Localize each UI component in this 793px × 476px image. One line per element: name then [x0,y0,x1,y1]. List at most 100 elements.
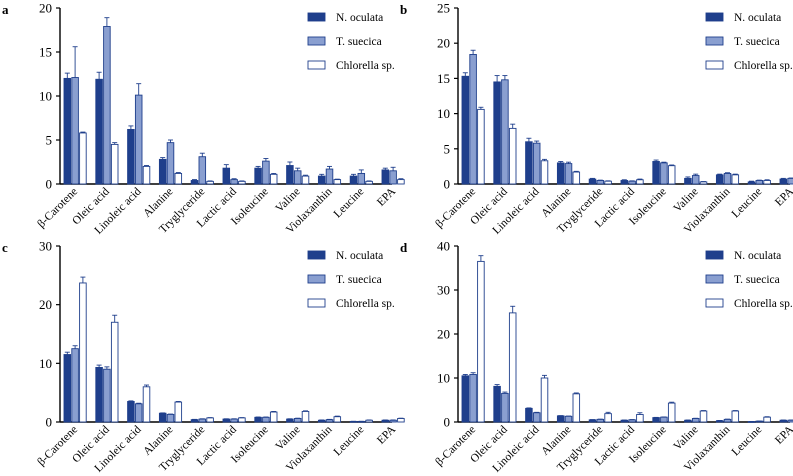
panel-label: c [2,240,8,255]
y-tick-label: 5 [444,141,451,156]
legend-label-chlorella-sp: Chlorella sp. [734,60,793,72]
bar-t-suecica-tryglyceride [198,418,207,423]
bar-chlorella-sp-leucine [365,180,373,185]
y-tick-label: 30 [437,283,450,298]
bar-n-oculata-leucine [349,175,358,185]
bar-t-suecica-epa [389,419,397,423]
bar-t-suecica-isoleucine [660,162,668,185]
bar-t-suecica-lactic-acid [628,180,636,185]
bar-chlorella-sp-lactic-acid [238,417,246,423]
bar-chlorella-sp-valine [699,181,708,185]
y-tick-label: 25 [437,1,450,16]
bar-chlorella-sp-alanine [174,401,183,423]
y-tick-label: 20 [39,297,52,312]
bar-n-oculata-lactic-acid [222,167,231,185]
bar-t-suecica-tryglyceride [596,418,605,423]
bar-t-suecica-epa [389,170,397,185]
bar-n-oculata-oleic-acid [95,366,103,423]
bar-chlorella-sp-carotene [477,108,485,185]
y-tick-label: 0 [444,415,451,430]
x-tick-label: Valine [671,424,700,453]
x-tick-label: EPA [375,423,399,447]
x-tick-label: β-Carotene [35,424,80,469]
legend-label-n-oculata: N. oculata [734,12,781,24]
bar-chlorella-sp-isoleucine [269,173,278,185]
legend-label-n-oculata: N. oculata [336,12,383,24]
bar-n-oculata-oleic-acid [95,78,103,185]
bar-t-suecica-alanine [564,163,573,185]
bar-t-suecica-lactic-acid [628,419,636,423]
bar-n-oculata-lactic-acid [222,418,231,423]
bar-t-suecica-leucine [357,172,366,185]
x-tick-label: EPA [773,423,793,447]
bar-n-oculata-valine [286,165,294,185]
bar-t-suecica-tryglyceride [596,180,605,185]
bar-chlorella-sp-carotene [477,260,485,423]
y-tick-label: 20 [437,327,450,342]
y-tick-label: 20 [437,36,450,51]
legend-swatch-t-suecica [307,274,326,284]
bar-n-oculata-alanine [158,412,167,423]
x-tick-label: Leucine [730,424,765,459]
bar-n-oculata-epa [779,419,788,423]
bar-n-oculata-linoleic-acid [525,141,533,185]
bar-t-suecica-oleic-acid [103,26,111,185]
bar-chlorella-sp-violaxanthin [731,410,740,423]
bar-n-oculata-isoleucine [652,417,660,423]
legend-label-t-suecica: T. suecica [336,274,382,286]
bar-t-suecica-oleic-acid [103,368,111,423]
legend-swatch-chlorella-sp [705,60,724,70]
bar-chlorella-sp-linoleic-acid [540,377,549,423]
bar-n-oculata-isoleucine [652,161,660,185]
bar-n-oculata-leucine [747,181,756,185]
bar-chlorella-sp-isoleucine [667,165,676,185]
x-tick-label: Valine [671,186,700,215]
bar-n-oculata-isoleucine [254,416,262,423]
x-tick-label: Valine [273,424,302,453]
bar-t-suecica-valine [293,418,302,423]
y-tick-label: 0 [444,177,451,192]
bar-n-oculata-linoleic-acid [127,401,135,423]
bar-t-suecica-oleic-acid [501,392,509,423]
bar-chlorella-sp-violaxanthin [333,179,342,185]
y-tick-label: 10 [39,89,52,104]
bar-n-oculata-linoleic-acid [127,128,135,185]
bar-chlorella-sp-epa [397,179,405,185]
panel-label: b [400,2,407,17]
bar-n-oculata-alanine [556,415,565,423]
bar-t-suecica-leucine [755,180,764,185]
bar-t-suecica-carotene [469,54,477,185]
y-tick-label: 40 [437,239,450,254]
legend-label-chlorella-sp: Chlorella sp. [336,60,395,72]
bar-chlorella-sp-valine [699,410,708,423]
bar-chlorella-sp-violaxanthin [333,416,342,423]
bar-chlorella-sp-oleic-acid [110,321,119,423]
bar-chlorella-sp-tryglyceride [206,417,214,423]
x-tick-label: β-Carotene [35,186,80,231]
bar-chlorella-sp-leucine [763,416,771,423]
bar-t-suecica-alanine [166,413,175,423]
bar-t-suecica-linoleic-acid [532,412,541,423]
legend-label-n-oculata: N. oculata [336,250,383,262]
bar-n-oculata-violaxanthin [317,175,326,185]
bar-t-suecica-epa [787,419,793,423]
bar-t-suecica-linoleic-acid [532,142,541,185]
bar-chlorella-sp-lactic-acid [238,180,246,185]
bar-n-oculata-epa [381,169,390,185]
bar-n-oculata-valine [684,419,692,423]
legend-label-chlorella-sp: Chlorella sp. [336,298,395,310]
legend-swatch-t-suecica [307,36,326,46]
bar-t-suecica-linoleic-acid [134,94,143,185]
bar-chlorella-sp-oleic-acid [508,312,517,423]
bar-n-oculata-tryglyceride [190,419,199,423]
bar-n-oculata-lactic-acid [620,419,629,423]
bar-t-suecica-alanine [166,142,175,185]
bar-t-suecica-violaxanthin [723,172,732,185]
legend-swatch-t-suecica [705,274,724,284]
x-tick-label: β-Carotene [433,424,478,469]
bar-n-oculata-alanine [556,162,565,185]
legend-swatch-chlorella-sp [307,298,326,308]
legend-swatch-n-oculata [307,12,326,22]
